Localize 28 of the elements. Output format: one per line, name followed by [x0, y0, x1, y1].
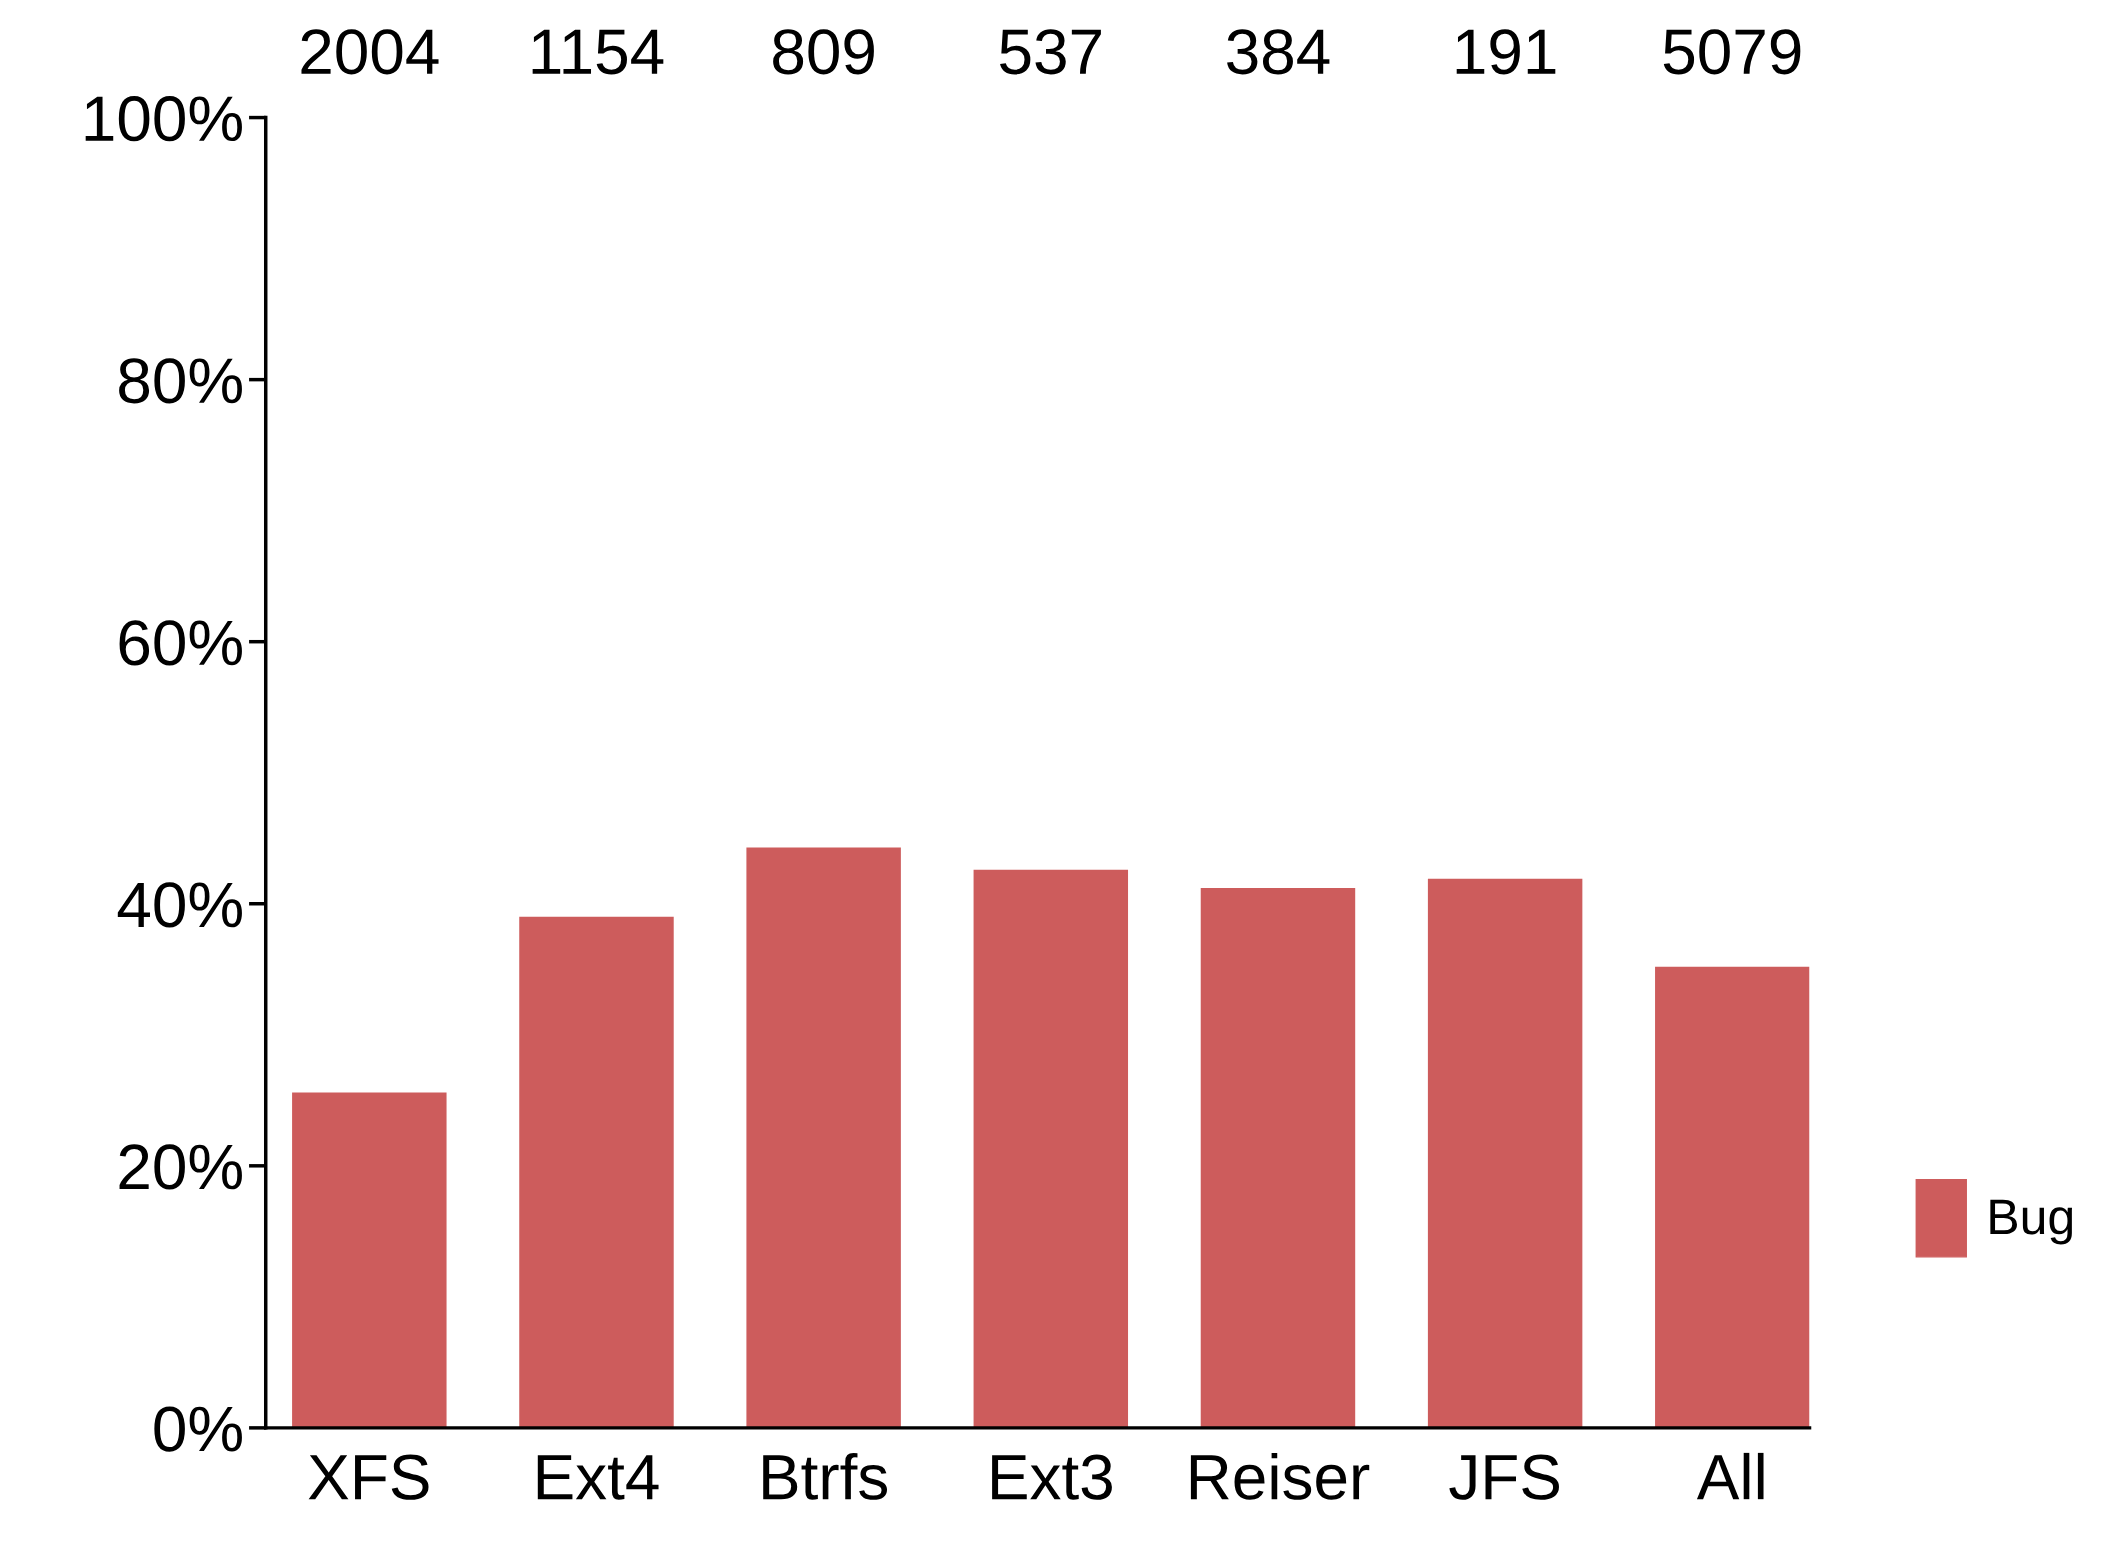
y-tick-label: 80% — [119, 358, 242, 404]
y-tick-label: 60% — [119, 620, 242, 666]
text: 5079 — [1663, 29, 1801, 75]
bar — [519, 916, 674, 1428]
text: 537 — [1000, 29, 1101, 75]
x-tick-label: Ext4 — [537, 1455, 659, 1500]
text: 1154 — [532, 29, 664, 75]
text: 191 — [1456, 29, 1556, 75]
y-tick-label: 0% — [154, 1406, 242, 1452]
bar — [1655, 966, 1810, 1428]
bar — [746, 847, 901, 1428]
y-tick-label: 20% — [119, 1144, 242, 1190]
x-tick-label: Reiser — [1190, 1452, 1370, 1500]
text: 2004 — [301, 29, 439, 75]
x-tick-label: XFS — [308, 1454, 429, 1500]
x-tick-label: Btrfs — [763, 1452, 887, 1500]
text: 809 — [773, 29, 874, 75]
bar — [1427, 878, 1583, 1428]
bar — [973, 869, 1129, 1428]
legend-label: Bug — [1990, 1199, 2073, 1245]
text: 384 — [1227, 29, 1330, 75]
bar — [292, 1092, 447, 1428]
bar — [1200, 888, 1356, 1428]
y-tick-label: 40% — [117, 882, 242, 928]
x-tick-label: Ext3 — [992, 1454, 1112, 1500]
y-tick-label: 100% — [85, 96, 242, 142]
x-tick-label: JFS — [1449, 1454, 1559, 1500]
x-tick-label: All — [1696, 1452, 1764, 1500]
